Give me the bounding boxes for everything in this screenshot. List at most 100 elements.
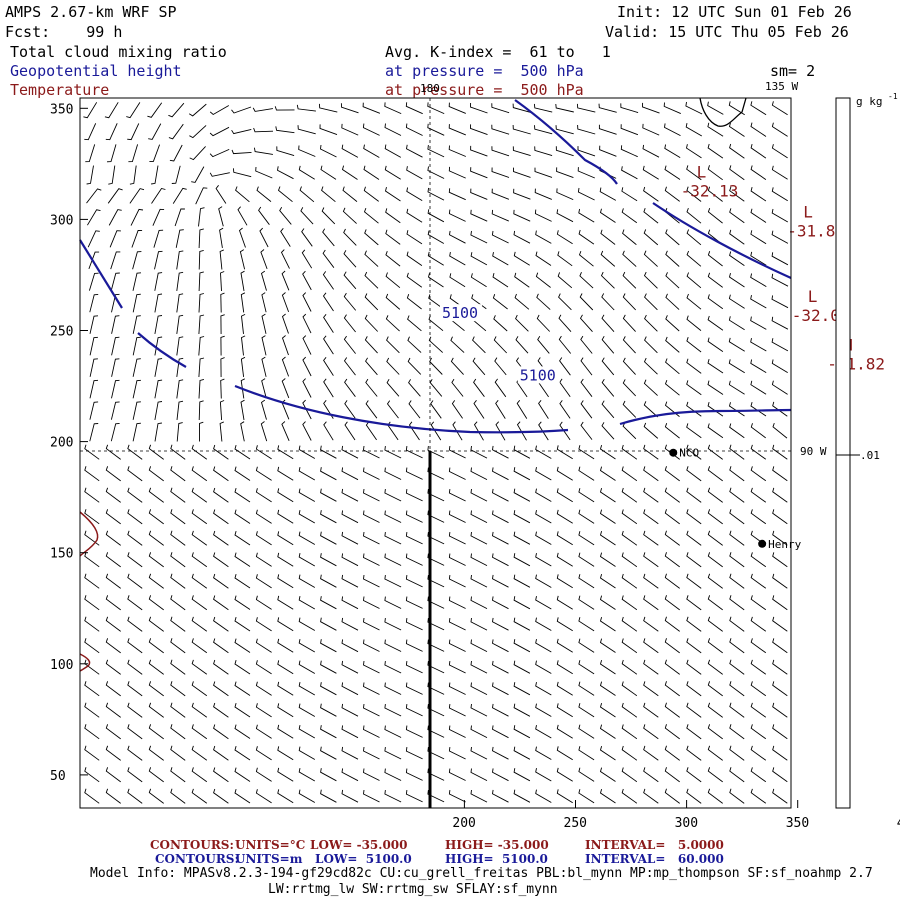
wind-barb bbox=[750, 595, 767, 611]
wind-barb bbox=[111, 358, 120, 377]
wind-barb bbox=[363, 789, 380, 803]
colorbar-unit-exponent: -1 bbox=[888, 92, 898, 101]
wind-barb bbox=[556, 660, 573, 675]
wind-barb bbox=[255, 166, 273, 179]
wind-barb bbox=[84, 123, 97, 141]
wind-barb bbox=[664, 788, 680, 804]
wind-barb bbox=[599, 638, 616, 653]
wind-barb bbox=[277, 574, 294, 589]
wind-barb bbox=[707, 702, 723, 718]
wind-barb bbox=[537, 335, 550, 354]
wind-barb bbox=[363, 553, 380, 566]
wind-barb bbox=[405, 725, 423, 738]
wind-barb bbox=[599, 724, 616, 739]
wind-barb bbox=[492, 639, 509, 653]
wind-barb bbox=[600, 229, 616, 245]
wind-barb bbox=[168, 102, 185, 118]
wind-barb bbox=[622, 250, 637, 267]
wind-barb bbox=[298, 145, 316, 157]
wind-barb bbox=[108, 209, 122, 226]
wind-barb bbox=[599, 552, 616, 567]
wind-barb bbox=[343, 335, 356, 354]
wind-barb bbox=[154, 293, 163, 313]
wind-barb bbox=[105, 573, 121, 589]
wind-barb bbox=[535, 488, 552, 502]
wind-barb bbox=[281, 335, 289, 356]
wind-barb bbox=[427, 145, 445, 158]
wind-barb bbox=[363, 467, 380, 480]
wind-barb bbox=[750, 659, 767, 675]
wind-barb bbox=[191, 616, 208, 632]
wind-barb bbox=[213, 788, 229, 804]
wind-barb bbox=[170, 724, 186, 740]
wind-barb bbox=[298, 789, 316, 803]
wind-barb bbox=[451, 400, 463, 419]
wind-barb bbox=[513, 445, 531, 459]
wind-barb bbox=[220, 335, 225, 356]
temperature-extreme-type: L bbox=[803, 202, 813, 221]
wind-barb bbox=[199, 421, 204, 442]
wind-barb bbox=[622, 271, 637, 289]
wind-barb bbox=[363, 682, 380, 695]
wind-barb bbox=[664, 466, 680, 482]
wind-barb bbox=[234, 444, 251, 460]
wind-barb bbox=[298, 165, 315, 180]
wind-barb bbox=[170, 745, 186, 761]
wind-barb bbox=[513, 574, 531, 588]
wind-barb bbox=[280, 249, 290, 269]
wind-barb bbox=[320, 488, 337, 502]
wind-barb bbox=[318, 103, 338, 113]
wind-barb bbox=[772, 487, 788, 503]
wind-barb bbox=[343, 271, 357, 290]
wind-barb bbox=[664, 123, 681, 137]
wind-barb bbox=[643, 271, 658, 289]
wind-barb bbox=[281, 313, 289, 334]
wind-barb bbox=[534, 209, 552, 222]
wind-barb bbox=[276, 146, 295, 157]
wind-barb bbox=[191, 573, 208, 589]
wind-barb bbox=[470, 167, 488, 179]
wind-barb bbox=[148, 638, 164, 654]
wind-barb bbox=[302, 421, 312, 441]
wind-barb bbox=[344, 400, 356, 419]
wind-barb bbox=[707, 101, 724, 115]
wind-barb bbox=[772, 702, 788, 718]
wind-barb bbox=[556, 188, 574, 201]
wind-barb bbox=[750, 724, 767, 740]
wind-barb bbox=[255, 703, 272, 718]
wind-barb bbox=[126, 102, 141, 119]
wind-barb bbox=[643, 208, 659, 224]
wind-barb bbox=[148, 444, 164, 460]
wind-barb bbox=[363, 186, 379, 202]
wind-barb bbox=[240, 270, 245, 291]
wind-barb bbox=[148, 702, 164, 718]
wind-barb bbox=[175, 229, 184, 248]
wind-barb bbox=[707, 767, 723, 783]
wind-barb bbox=[277, 681, 294, 696]
contour-height-high: HIGH= 5100.0 bbox=[445, 852, 548, 866]
wind-barb bbox=[298, 574, 316, 588]
wind-barb bbox=[191, 745, 208, 761]
meridian-90w-label: 90 W bbox=[800, 445, 827, 458]
wind-barb bbox=[171, 165, 181, 184]
y-tick-label: 100 bbox=[50, 658, 73, 673]
wind-barb bbox=[191, 487, 208, 503]
wind-barb bbox=[213, 487, 229, 503]
wind-barb bbox=[170, 552, 186, 568]
wind-barb bbox=[365, 357, 378, 376]
wind-barb bbox=[364, 314, 379, 332]
wind-barb bbox=[556, 746, 573, 761]
wind-barb bbox=[320, 703, 337, 717]
wind-barb bbox=[129, 165, 137, 185]
wind-barb bbox=[408, 379, 421, 397]
wind-barb bbox=[470, 124, 488, 136]
wind-barb bbox=[298, 746, 316, 760]
wind-barb bbox=[220, 271, 225, 292]
wind-barb bbox=[643, 595, 659, 611]
wind-barb bbox=[261, 335, 267, 356]
y-tick-label: 300 bbox=[50, 213, 73, 228]
wind-barb bbox=[599, 788, 616, 804]
wind-barb bbox=[495, 400, 506, 419]
wind-barb bbox=[320, 165, 337, 180]
